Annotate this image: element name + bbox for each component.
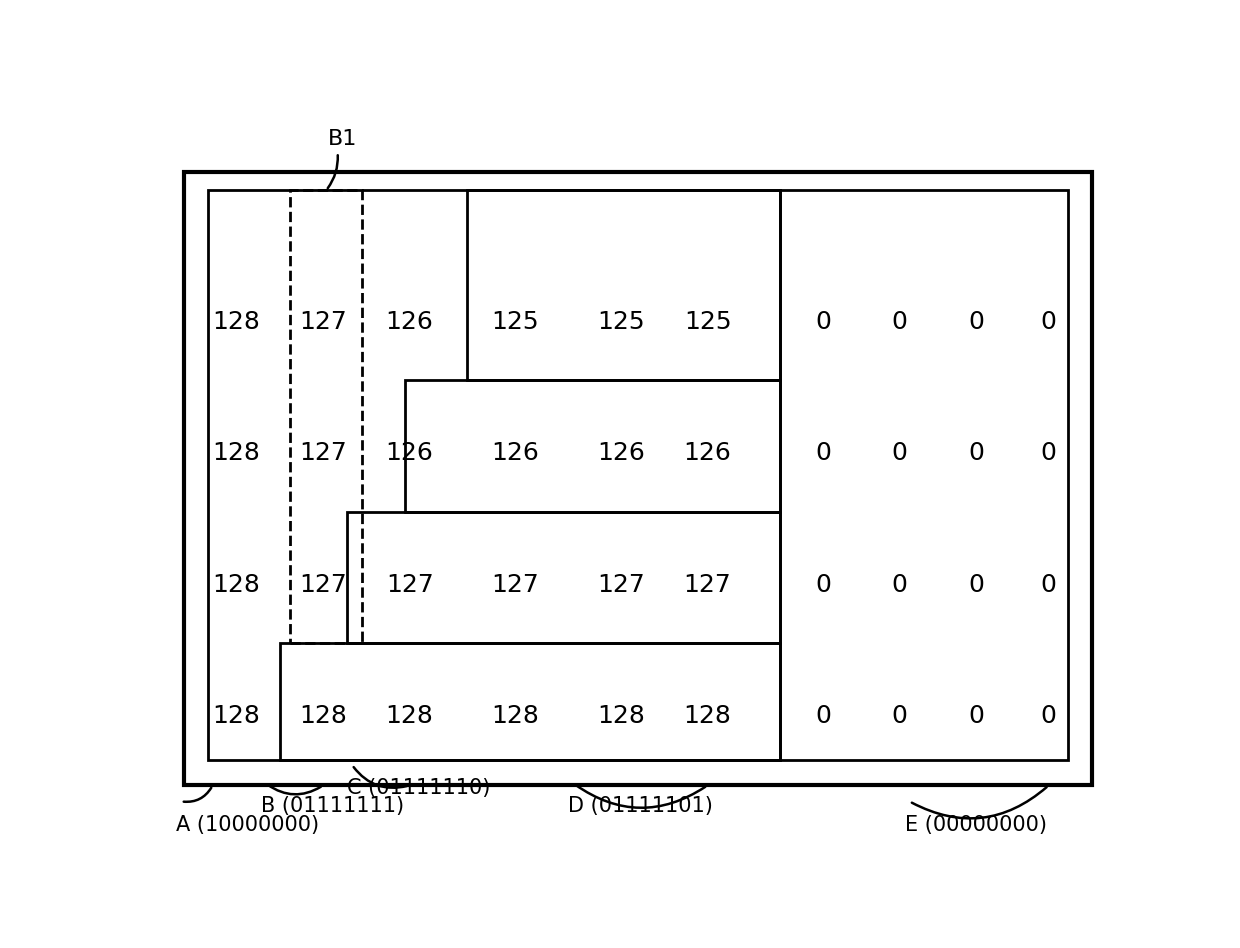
Text: 0: 0	[815, 573, 831, 596]
Text: 127: 127	[598, 573, 645, 596]
Bar	[280, 643, 780, 759]
Text: 128: 128	[213, 310, 260, 334]
Text: 127: 127	[491, 573, 539, 596]
Bar	[404, 380, 780, 512]
Text: 0: 0	[892, 573, 908, 596]
Text: 126: 126	[683, 441, 732, 465]
Text: 126: 126	[386, 310, 434, 334]
Text: 126: 126	[598, 441, 645, 465]
Text: B (01111111): B (01111111)	[260, 796, 404, 816]
Text: 0: 0	[968, 573, 985, 596]
Text: 0: 0	[968, 441, 985, 465]
Text: 127: 127	[683, 573, 732, 596]
Text: E (00000000): E (00000000)	[905, 814, 1047, 834]
Text: 0: 0	[815, 441, 831, 465]
Text: 0: 0	[892, 704, 908, 728]
Text: 0: 0	[968, 310, 985, 334]
Bar	[184, 173, 1092, 785]
Bar	[290, 191, 362, 643]
Text: 0: 0	[815, 704, 831, 728]
Text: 0: 0	[1040, 441, 1056, 465]
Bar	[208, 191, 1068, 759]
Text: 125: 125	[598, 310, 645, 334]
Text: 128: 128	[299, 704, 347, 728]
Text: 0: 0	[892, 310, 908, 334]
Text: 128: 128	[386, 704, 434, 728]
Text: 126: 126	[386, 441, 434, 465]
Text: 127: 127	[299, 441, 347, 465]
Text: C (01111110): C (01111110)	[347, 778, 491, 798]
Bar	[347, 512, 780, 643]
Text: 127: 127	[299, 573, 347, 596]
Text: 126: 126	[491, 441, 539, 465]
Text: 125: 125	[491, 310, 539, 334]
Text: 128: 128	[213, 573, 260, 596]
Text: 0: 0	[892, 441, 908, 465]
Bar	[467, 191, 780, 380]
Text: B1: B1	[327, 129, 357, 149]
Text: 127: 127	[386, 573, 434, 596]
Text: 0: 0	[1040, 310, 1056, 334]
Text: 0: 0	[968, 704, 985, 728]
Text: 127: 127	[299, 310, 347, 334]
Text: 0: 0	[1040, 704, 1056, 728]
Text: 128: 128	[213, 441, 260, 465]
Text: 125: 125	[683, 310, 732, 334]
Text: 128: 128	[213, 704, 260, 728]
Text: 0: 0	[1040, 573, 1056, 596]
Text: 0: 0	[815, 310, 831, 334]
Text: D (01111101): D (01111101)	[568, 796, 713, 816]
Text: 128: 128	[683, 704, 732, 728]
Text: 128: 128	[598, 704, 645, 728]
Text: 128: 128	[491, 704, 539, 728]
Text: A (10000000): A (10000000)	[176, 814, 319, 834]
